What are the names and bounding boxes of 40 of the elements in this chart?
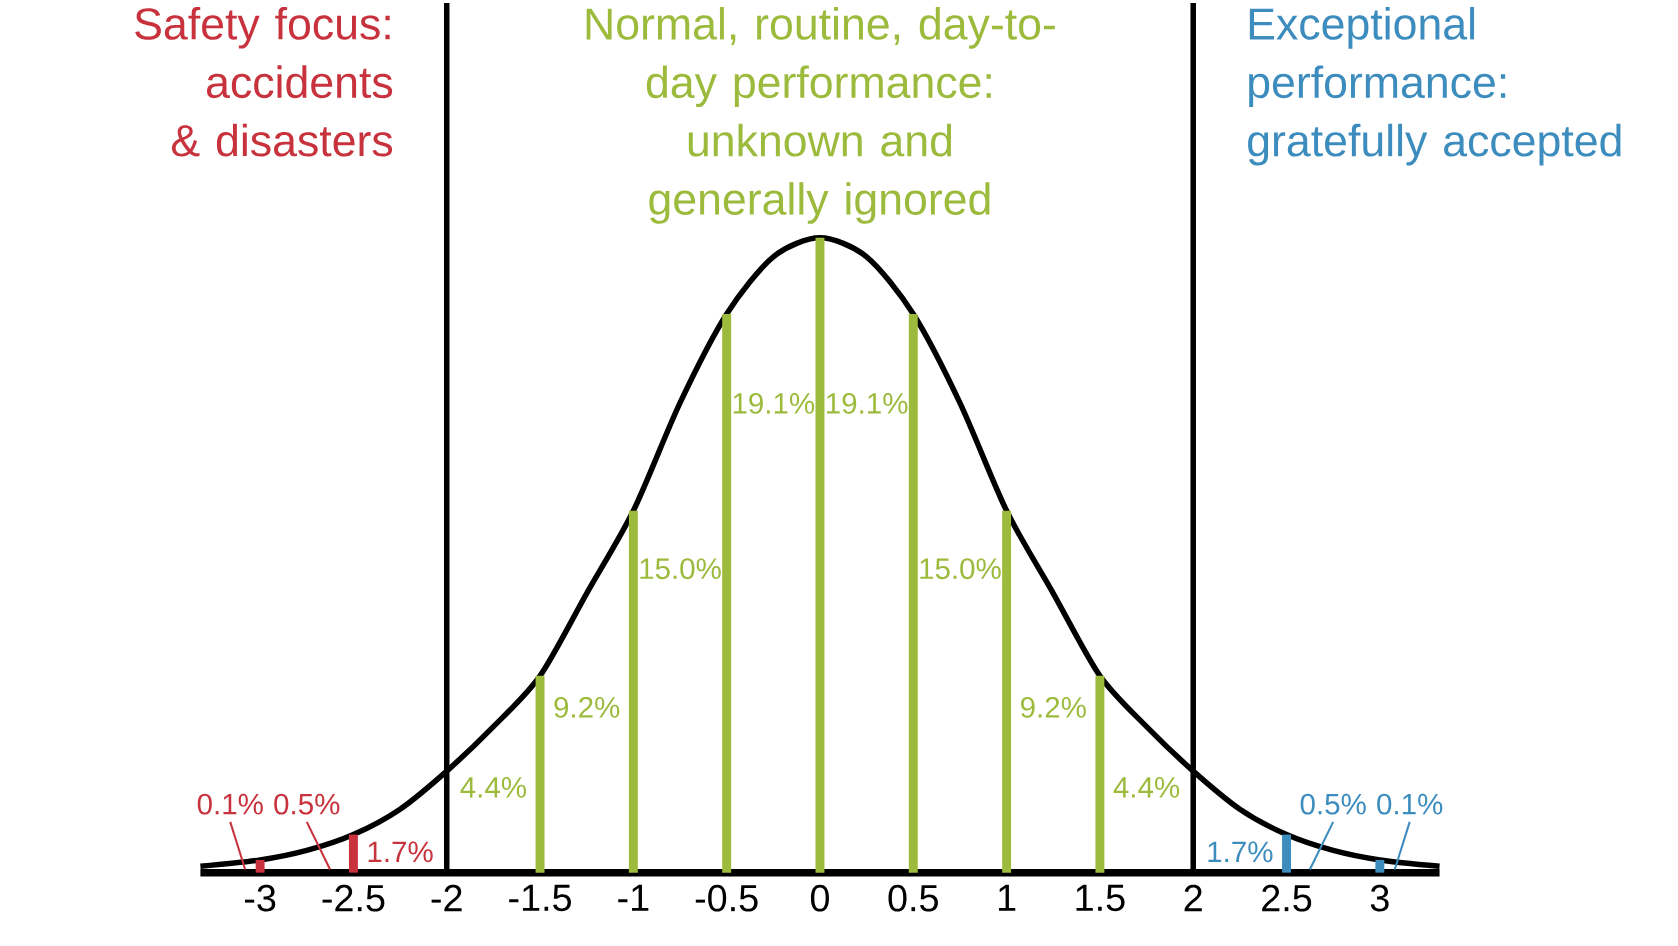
x-tick-label: -1	[618, 884, 649, 911]
text: Exceptional performance: gratefully accepted	[1248, 7, 1621, 166]
x-tick-label: -2	[431, 884, 462, 912]
annotation: 15.0%	[640, 558, 721, 580]
annotation: 9.2%	[1020, 696, 1086, 718]
annotation: 4.4%	[460, 777, 526, 798]
bar	[908, 314, 918, 873]
bar	[722, 314, 732, 873]
annotation: 4.4%	[1113, 777, 1180, 798]
text: Safety focus: accidents & disasters	[135, 7, 393, 157]
bar	[1375, 859, 1385, 873]
bar	[255, 859, 265, 873]
x-tick-label: -0.5	[695, 884, 758, 912]
x-tick-label: 0	[810, 884, 829, 912]
bar	[1282, 834, 1291, 873]
bar	[348, 834, 358, 873]
x-tick-label: -3	[244, 884, 276, 912]
text: Normal, routine, day-to-day performance: unknown and generally ignored	[586, 7, 1055, 224]
annotation: 19.1%	[733, 392, 815, 414]
x-tick-label: 3	[1370, 884, 1389, 912]
x-tick-label: 1	[998, 884, 1016, 911]
x-tick-label: -2.5	[322, 884, 385, 912]
x-tick-label: 0.5	[888, 884, 938, 912]
x-tick-label: -1.5	[509, 884, 571, 912]
annotation: 1.7%	[368, 841, 433, 863]
annotation: 19.1%	[827, 392, 908, 414]
bar	[628, 510, 638, 873]
bar	[1095, 675, 1105, 873]
bar	[535, 675, 545, 873]
x-tick-label: 2	[1184, 884, 1202, 912]
x-tick-label: 2.5	[1262, 884, 1312, 912]
bar	[1002, 510, 1012, 873]
annotation: 1.7%	[1208, 841, 1273, 863]
annotation: 0.5%	[274, 793, 340, 815]
annotation: 0.5%	[1300, 793, 1366, 815]
x-tick-label: 1.5	[1076, 884, 1125, 912]
annotation: 15.0%	[920, 558, 1001, 580]
annotation: 9.2%	[554, 696, 620, 718]
annotation: 0.1%	[1377, 793, 1443, 815]
annotation: 0.1%	[197, 793, 263, 815]
